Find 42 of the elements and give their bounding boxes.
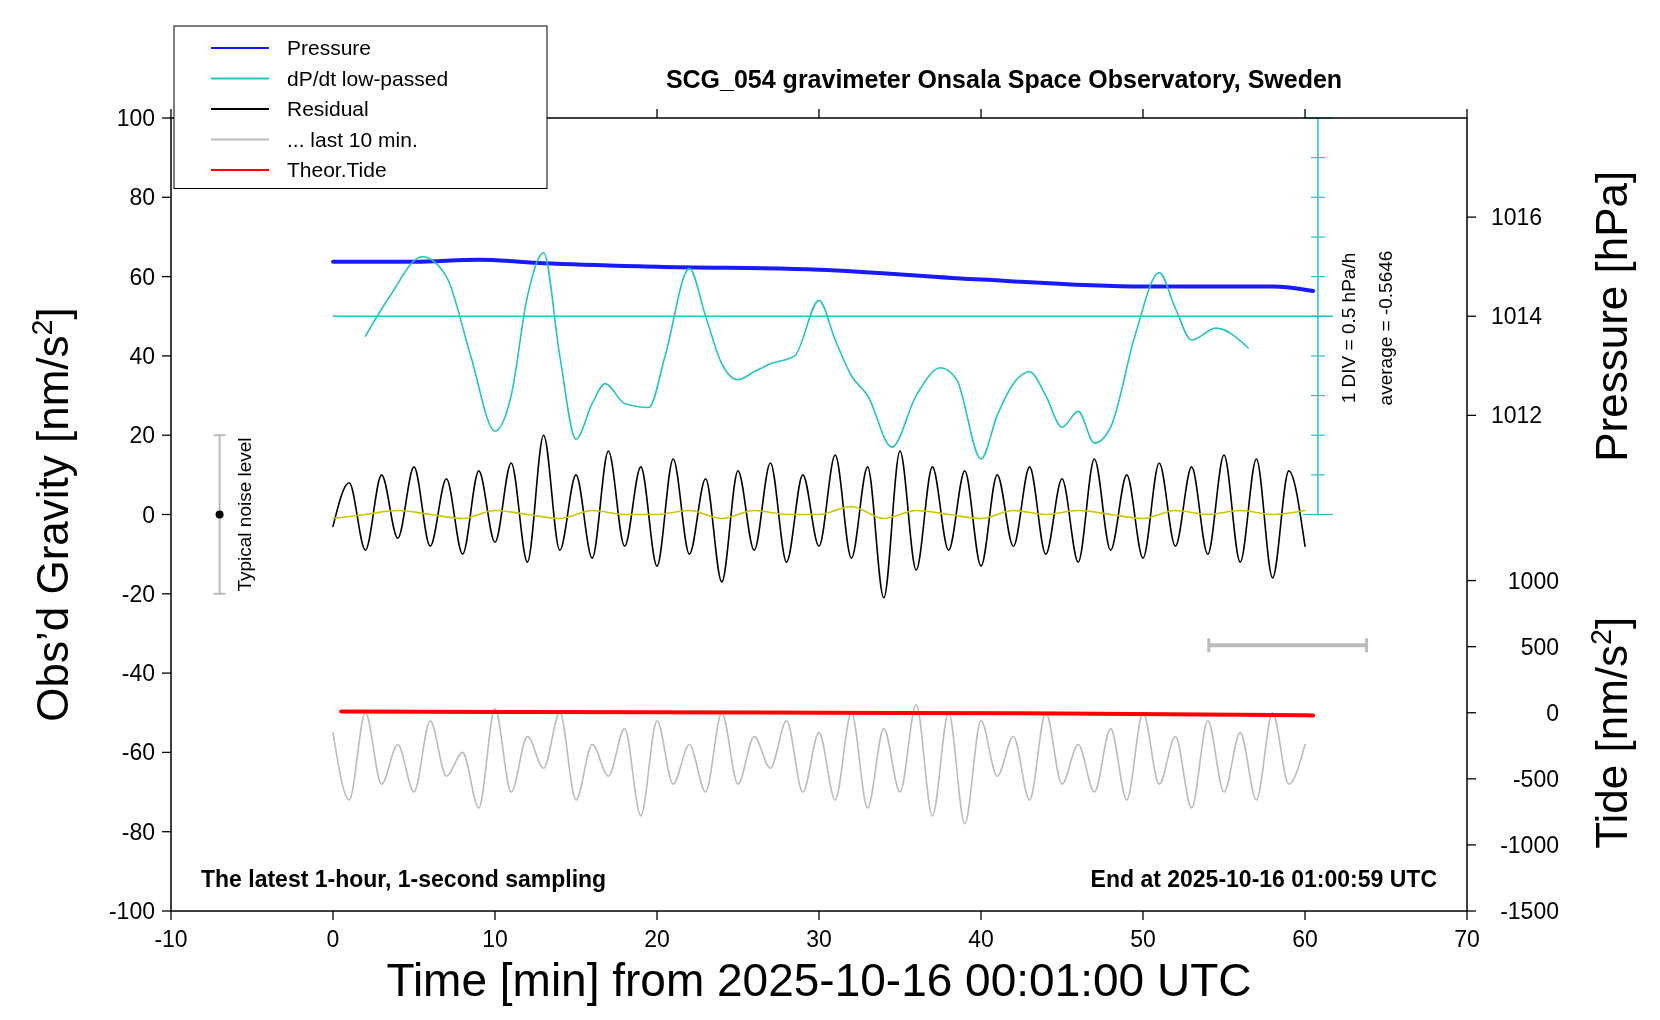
y-tick-label: 80 bbox=[129, 184, 155, 211]
annotation: 1 DIV = 0.5 hPa/h bbox=[1337, 252, 1359, 404]
legend-label: ... last 10 min. bbox=[287, 127, 418, 151]
y-tick-label: -40 bbox=[121, 660, 155, 687]
y-tick-label: -80 bbox=[121, 818, 155, 845]
y-tick-label: 20 bbox=[129, 422, 155, 449]
y2-tick-label: 1016 bbox=[1491, 204, 1543, 231]
chart-title: SCG_054 gravimeter Onsala Space Observatory, Sweden bbox=[665, 65, 1343, 93]
y3-tick-label: 0 bbox=[1546, 699, 1559, 726]
y-tick-label: -20 bbox=[121, 580, 155, 607]
y3-tick-label: 500 bbox=[1520, 633, 1559, 660]
y3-tick-label: 1000 bbox=[1507, 567, 1559, 594]
annotation: End at 2025-10-16 01:00:59 UTC bbox=[1090, 866, 1437, 892]
y3-tick-label: -1000 bbox=[1500, 831, 1559, 858]
x-tick-label: 70 bbox=[1454, 926, 1480, 952]
y2-tick-label: 1014 bbox=[1491, 303, 1543, 330]
x-tick-label: 20 bbox=[644, 926, 670, 952]
y-tick-label: 100 bbox=[116, 105, 155, 131]
x-tick-label: 40 bbox=[968, 926, 994, 952]
x-tick-label: 50 bbox=[1130, 926, 1156, 952]
y2-tick-label: 1012 bbox=[1491, 402, 1543, 429]
annotation: The latest 1-hour, 1-second sampling bbox=[201, 866, 607, 892]
y-tick-label: -100 bbox=[108, 898, 155, 924]
annotation: Typical noise level bbox=[234, 437, 255, 592]
x-axis-title: Time [min] from 2025-10-16 00:01:00 UTC bbox=[386, 954, 1252, 1006]
y2-axis-title: Pressure [hPa] bbox=[1587, 170, 1636, 462]
x-tick-label: 10 bbox=[482, 926, 508, 952]
annotation: average = -0.5646 bbox=[1374, 250, 1396, 406]
y-tick-label: 40 bbox=[129, 342, 155, 369]
y-tick-label: 60 bbox=[129, 263, 155, 290]
x-tick-label: 30 bbox=[806, 926, 832, 952]
y-tick-label: 0 bbox=[142, 501, 155, 528]
x-tick-label: -10 bbox=[154, 926, 188, 952]
legend-label: dP/dt low-passed bbox=[287, 66, 449, 90]
y3-tick-label: -1500 bbox=[1500, 898, 1559, 924]
x-tick-label: 60 bbox=[1292, 926, 1318, 952]
legend-label: Theor.Tide bbox=[287, 158, 387, 181]
legend-label: Pressure bbox=[287, 36, 372, 59]
y-tick-label: -60 bbox=[121, 739, 155, 766]
x-tick-label: 0 bbox=[326, 926, 340, 952]
y3-tick-label: -500 bbox=[1512, 765, 1559, 792]
legend-label: Residual bbox=[287, 97, 369, 120]
